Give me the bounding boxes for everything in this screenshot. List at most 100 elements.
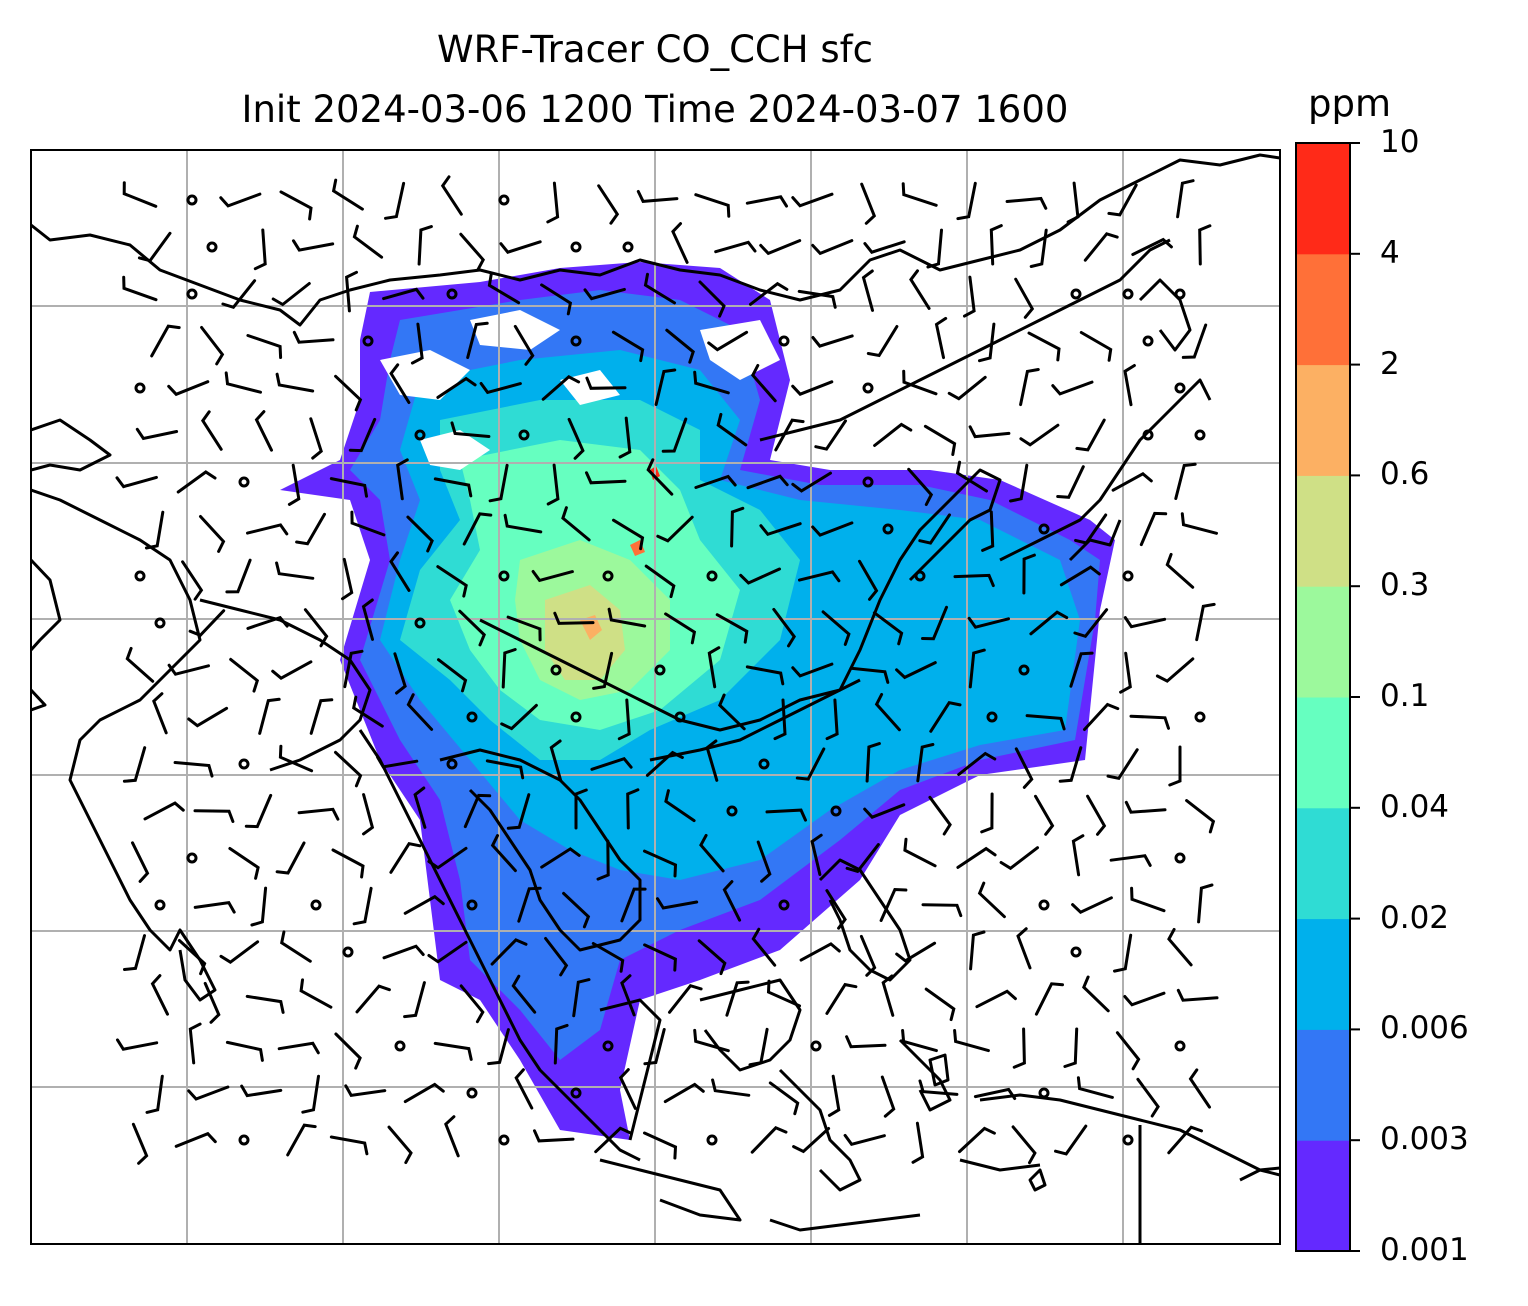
wind-barb [396,458,409,501]
wind-barb [334,750,363,788]
wind-barb [279,190,313,221]
wind-barb [345,270,358,313]
wind-barb [646,458,674,496]
wind-barb [797,289,837,309]
wind-barb [1106,748,1139,780]
wind-barb [772,607,797,648]
wind-barb [485,759,525,780]
wind-barb [506,615,542,642]
wind-barb [517,886,542,923]
wind-barb [240,1084,283,1098]
wind-barb [656,897,699,910]
wind-barb [436,376,477,399]
wind-barb [774,418,805,452]
wind-barb [177,939,207,976]
wind-barb [352,695,384,728]
colorbar-tick-label: 4 [1380,234,1400,271]
wind-barb [329,477,368,498]
wind-barb [923,424,957,456]
wind-barb [668,983,703,1014]
wind-barb [583,287,626,301]
wind-barb [301,1074,320,1114]
calm-marker [238,758,250,770]
wind-barb [592,651,614,690]
wind-barb [389,842,422,874]
wind-barb [590,756,633,771]
field-level-7 [545,585,625,680]
wind-barb [244,793,273,829]
wind-barb [620,974,636,1017]
wind-barb [459,984,485,1024]
wind-barb [591,942,625,973]
wind-barb [1165,552,1195,589]
calm-marker [1142,429,1154,441]
wind-barb [436,565,468,598]
calm-marker [1122,570,1134,582]
wind-barb [596,839,610,881]
wind-barb [636,190,679,203]
wind-barb [295,512,326,546]
wind-barb [574,788,588,830]
wind-barb [863,803,906,819]
wind-barb [1066,181,1080,224]
wind-barb [410,322,424,365]
wind-barb [376,755,419,769]
wind-barb [331,178,364,211]
wind-barb [929,701,962,733]
colorbar-segment [1296,475,1350,587]
map-subtitle: Init 2024-03-06 1200 Time 2024-03-07 160… [241,88,1069,131]
wind-barb [277,1041,320,1055]
wind-barb [1034,794,1055,836]
wind-barb [384,181,406,220]
wind-barb [711,1078,751,1097]
wind-barb [1014,277,1035,319]
wind-barb [167,380,210,397]
wind-barb [352,886,373,926]
wind-barb [617,698,631,741]
wind-barb [224,371,262,394]
wind-barb [299,978,333,1009]
wind-barb [440,175,463,216]
wind-barb [665,328,695,364]
wind-barb [714,240,757,254]
wind-barb [541,374,581,401]
wind-barb [393,652,407,695]
calm-marker [654,664,666,676]
wind-barb [792,1127,831,1154]
wind-barb [511,974,537,1014]
wind-barb [200,410,223,451]
wind-barb [1025,714,1066,731]
wind-barb [977,881,1006,919]
wind-barb [963,275,976,318]
wind-barb [756,840,772,883]
wind-barb [865,742,881,783]
wind-barb [969,930,986,971]
wind-barb [1082,975,1110,1013]
wind-barb [137,231,172,263]
wind-barb [1167,1125,1203,1155]
calm-marker [570,335,582,347]
calm-marker [154,899,166,911]
colorbar-tick-label: 0.006 [1380,1010,1469,1047]
wind-barb [980,792,994,834]
wind-barb [490,834,517,873]
wind-barb [872,611,904,646]
wind-barb [1155,657,1195,683]
wind-barb [1195,602,1216,642]
colorbar-tick-label: 0.1 [1380,678,1430,714]
wind-barb [811,521,854,537]
wind-barb [858,559,879,601]
calm-marker [602,570,614,582]
wind-barb [597,184,620,225]
wind-barb [115,475,158,489]
calm-marker [706,1134,718,1146]
wind-barb [811,334,854,348]
colorbar-tick-label: 0.003 [1380,1121,1469,1158]
calm-marker [1194,711,1206,723]
wind-barb [531,570,574,583]
wind-barb [1027,331,1061,362]
wind-barb [1136,1077,1160,1118]
wind-barb [1073,608,1109,639]
wind-barb [791,662,834,678]
wind-barb [671,222,689,264]
